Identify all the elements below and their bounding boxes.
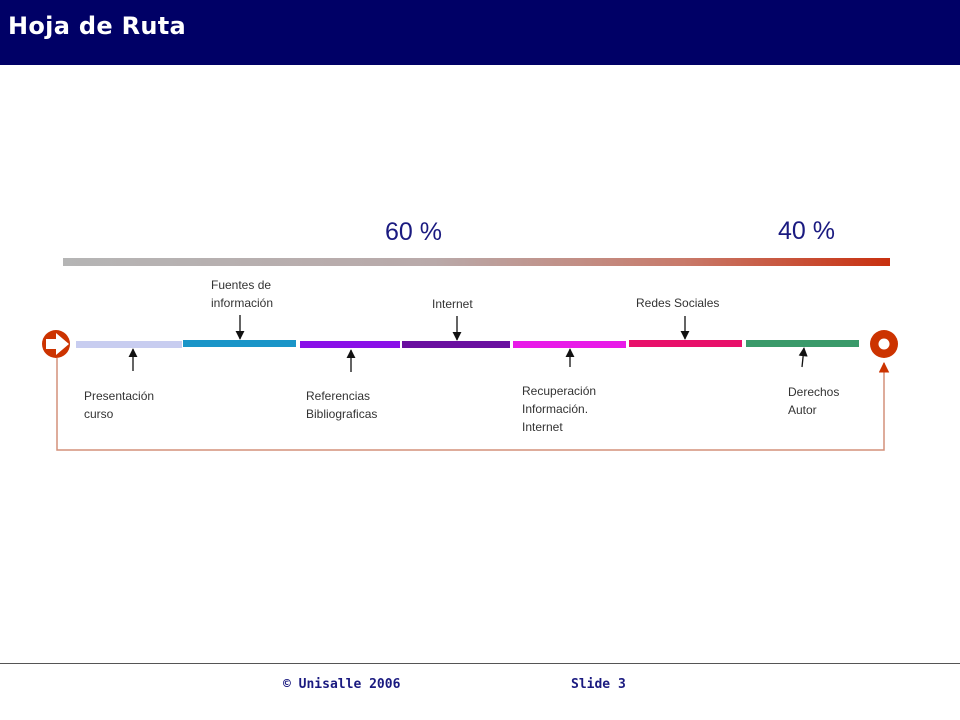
header-bar: Hoja de Ruta — [0, 0, 960, 65]
footer-copyright: © Unisalle 2006 — [283, 677, 401, 692]
target-end-icon — [870, 330, 898, 358]
step-segment-redes — [629, 340, 742, 347]
step-segment-recuperacion — [513, 341, 626, 348]
step-label-derechos: Derechos Autor — [788, 385, 840, 417]
step-label-recuperacion: Recuperación Información. Internet — [522, 384, 597, 434]
step-label-internet: Internet — [432, 297, 473, 311]
percent-label-60: 60 % — [385, 218, 442, 246]
step-label-presentacion: Presentación curso — [84, 389, 155, 421]
page-title: Hoja de Ruta — [8, 12, 186, 40]
step-segment-derechos — [746, 340, 859, 347]
progress-gradient-bar — [63, 258, 890, 266]
footer-slide-number: Slide 3 — [571, 677, 626, 692]
step-label-fuentes: Fuentes de información — [211, 278, 274, 310]
step-segment-presentacion — [76, 341, 182, 348]
arrow-derechos — [798, 347, 808, 368]
return-loop-line — [56, 358, 890, 451]
step-label-referencias: Referencias Bibliograficas — [306, 389, 378, 421]
step-segment-internet — [402, 341, 510, 348]
arrow-start-icon — [42, 330, 70, 358]
step-label-redes: Redes Sociales — [636, 296, 720, 310]
step-segment-referencias — [300, 341, 400, 348]
footer-divider — [0, 663, 960, 664]
percent-label-40: 40 % — [778, 217, 835, 245]
step-segment-fuentes — [183, 340, 296, 347]
